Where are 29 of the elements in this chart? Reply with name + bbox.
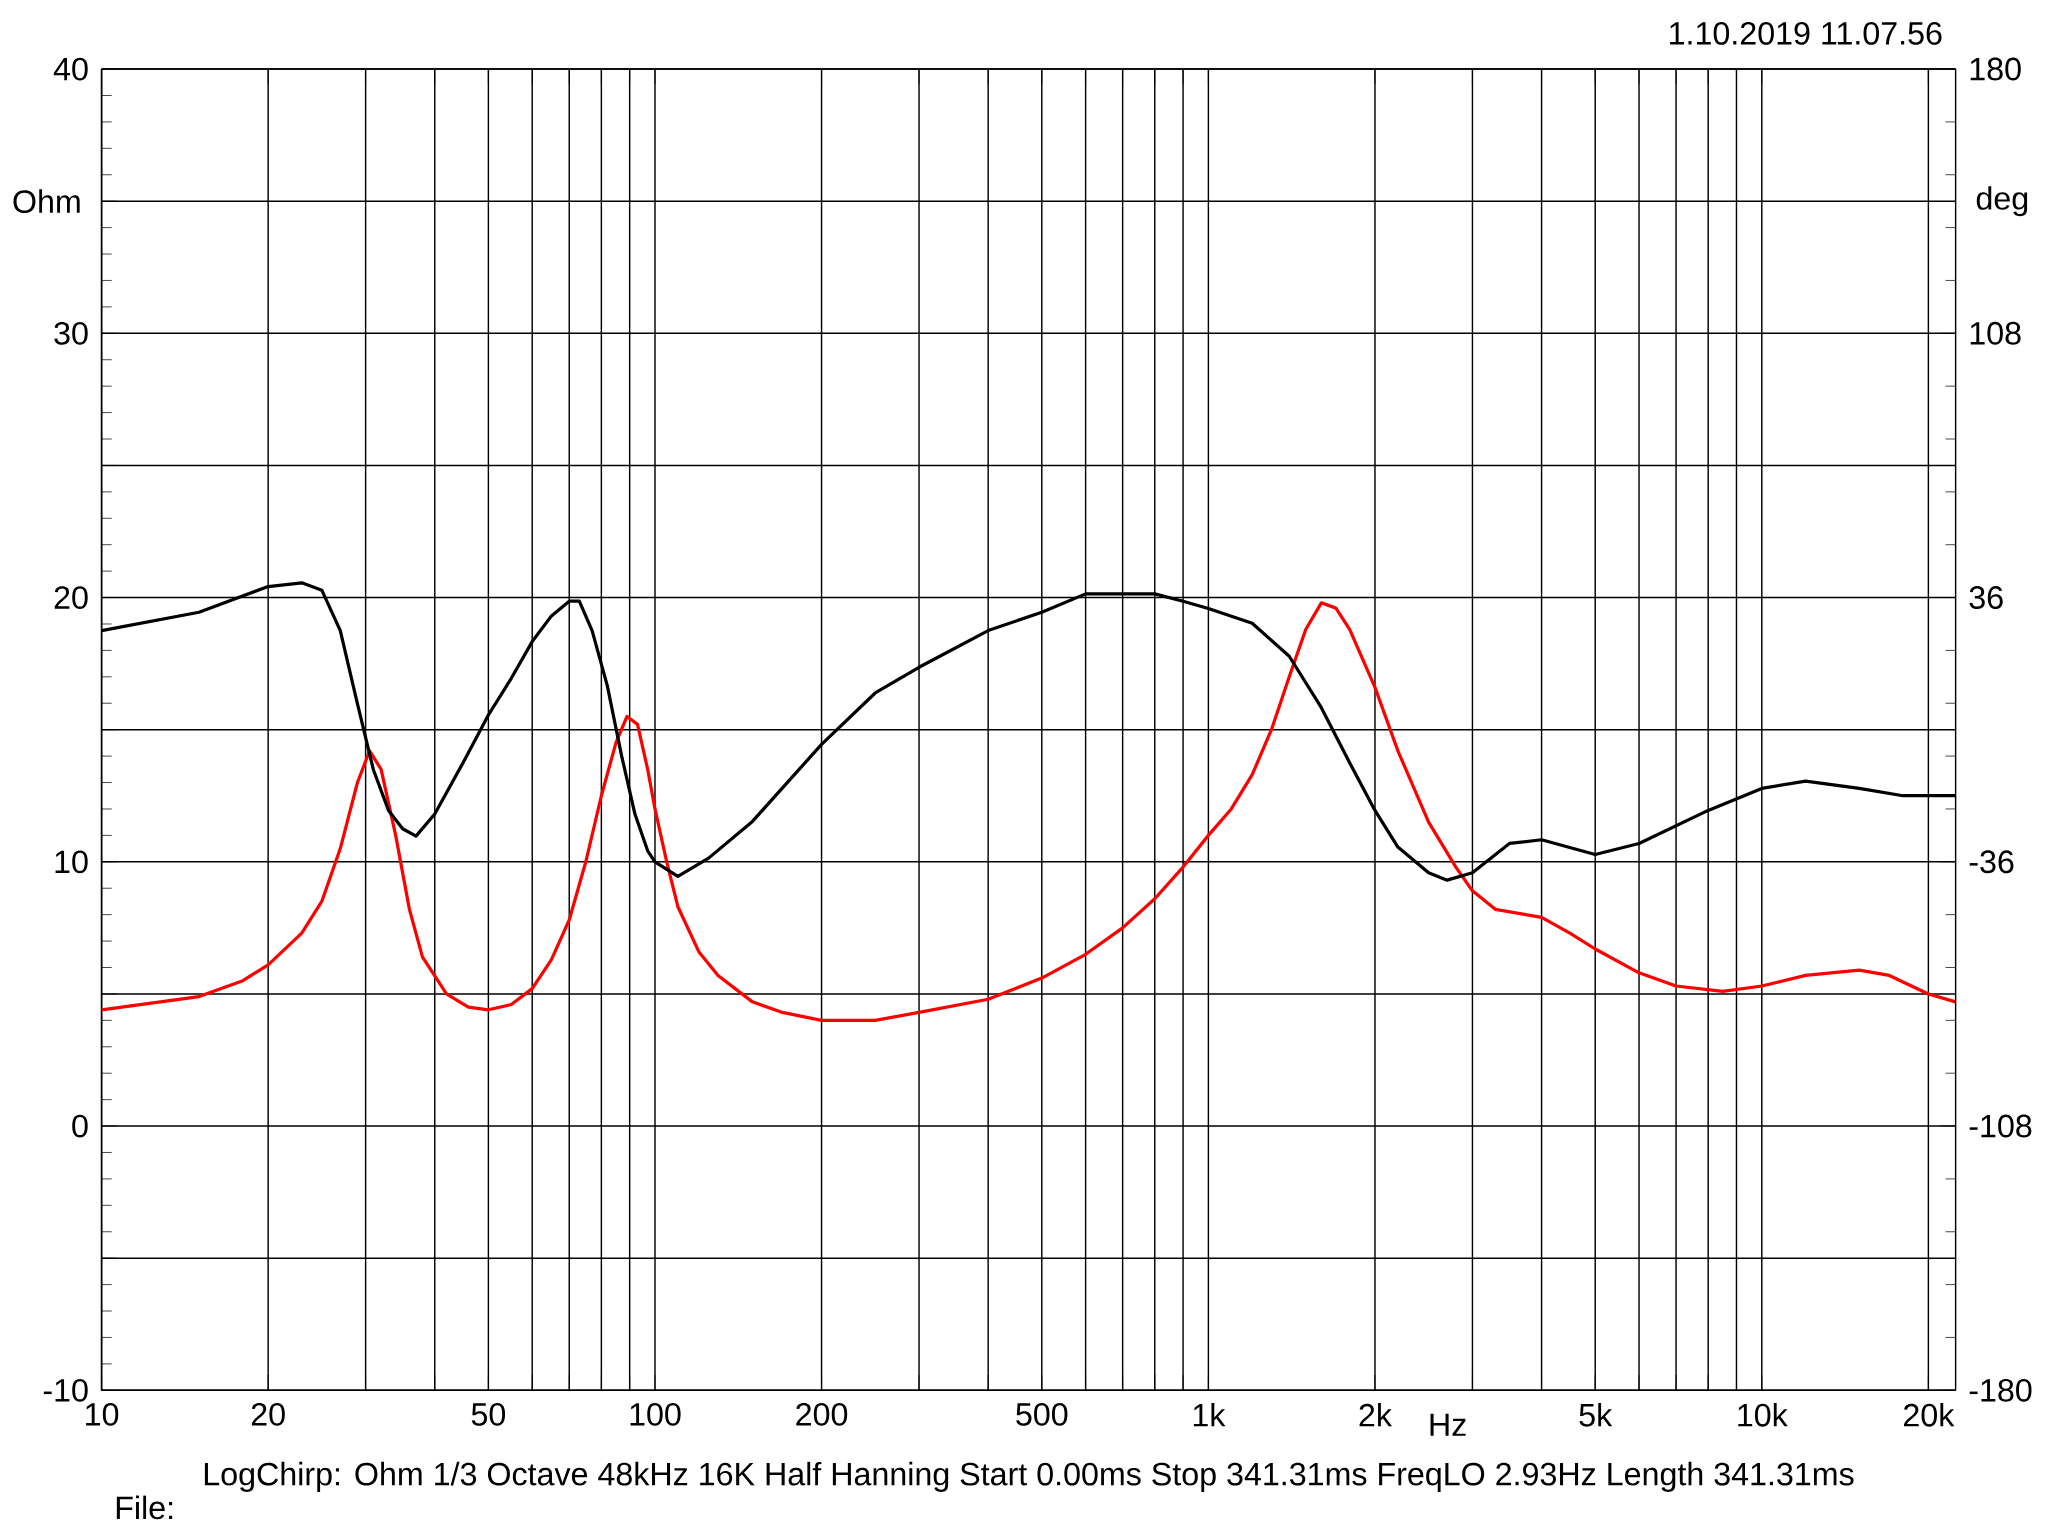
y2-tick-label: 36 <box>1969 586 2003 609</box>
x-tick-label: 20 <box>251 1402 285 1426</box>
x-tick-label: 500 <box>1016 1402 1068 1426</box>
x-tick-label: 2k <box>1359 1402 1393 1427</box>
x-axis-title: Hz <box>1430 1413 1466 1436</box>
text: 1.10.2019 11.07.56 <box>1670 21 1942 45</box>
y-tick-label: 30 <box>54 321 88 345</box>
x-tick-label: 10 <box>86 1402 119 1426</box>
y2-tick-label: -180 <box>1969 1378 2032 1402</box>
x-tick-label: 5k <box>1579 1402 1613 1427</box>
y-axis-title: Ohm <box>13 189 80 213</box>
y2-tick-label: 108 <box>1970 321 2021 345</box>
y-tick-label: 20 <box>54 586 88 609</box>
y-tick-label: 10 <box>55 850 88 874</box>
y-tick-label: 40 <box>53 57 88 81</box>
y2-tick-label: -36 <box>1969 850 2014 874</box>
y2-tick-label: 180 <box>1970 57 2021 81</box>
x-tick-label: 10k <box>1738 1402 1788 1427</box>
x-tick-label: 1k <box>1193 1402 1226 1427</box>
text: File: <box>116 1495 173 1520</box>
y-tick-label: -10 <box>43 1378 88 1402</box>
x-tick-label: 200 <box>796 1402 848 1426</box>
text: LogChirp: Ohm 1/3 Octave 48kHz 16K Half Hanning Start 0.00ms Stop 341.31ms FreqLO 2.93Hz Length 341.31ms <box>204 1461 1854 1492</box>
y2-axis-title: deg <box>1976 186 2028 217</box>
y2-tick-label: -108 <box>1969 1114 2032 1138</box>
x-tick-label: 20k <box>1904 1402 1955 1427</box>
x-tick-label: 50 <box>471 1402 506 1426</box>
x-tick-label: 100 <box>630 1402 681 1426</box>
y-tick-label: 0 <box>72 1114 88 1138</box>
